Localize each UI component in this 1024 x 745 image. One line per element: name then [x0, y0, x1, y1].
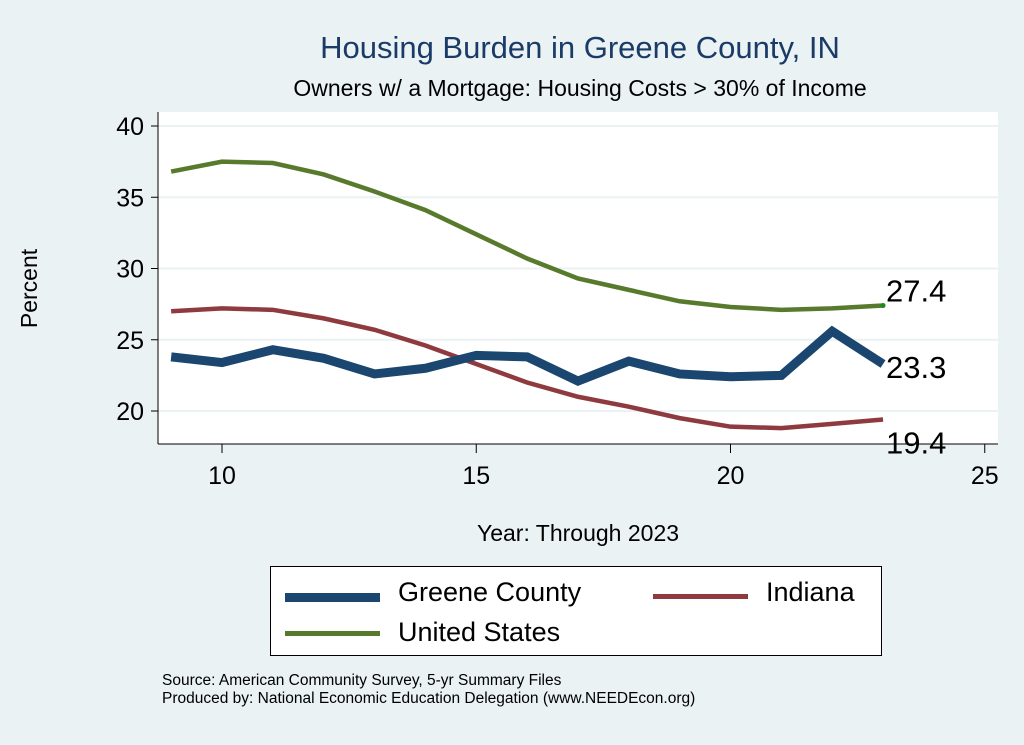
legend-label-indiana: Indiana — [766, 577, 855, 607]
legend-label-us: United States — [398, 617, 561, 647]
series-line-indiana — [171, 306, 884, 431]
end-label: 23.3 — [886, 350, 946, 385]
legend-swatch-indiana — [653, 594, 748, 599]
legend: Greene County Indiana United States — [270, 566, 882, 656]
y-tick-label: 40 — [116, 113, 144, 141]
x-tick-label: 15 — [462, 462, 490, 490]
y-tick-label: 35 — [116, 184, 144, 212]
source-note: Source: American Community Survey, 5-yr … — [162, 672, 695, 708]
chart-subtitle: Owners w/ a Mortgage: Housing Costs > 30… — [293, 75, 867, 101]
y-axis-label: Percent — [16, 248, 43, 329]
end-label: 19.4 — [886, 426, 946, 461]
legend-swatch-greene — [285, 593, 380, 602]
series-line-greene-county — [170, 325, 886, 386]
source-line: Source: American Community Survey, 5-yr … — [162, 672, 562, 689]
y-tick-label: 20 — [116, 398, 144, 426]
x-tick-label: 10 — [208, 462, 236, 490]
y-tick-label: 30 — [116, 256, 144, 284]
end-label: 27.4 — [886, 274, 946, 309]
producer-line: Produced by: National Economic Education… — [162, 690, 696, 707]
y-tick-label: 25 — [116, 327, 144, 355]
legend-swatch-us — [285, 631, 380, 636]
x-axis-label: Year: Through 2023 — [476, 520, 680, 546]
x-tick-label: 25 — [971, 462, 999, 490]
legend-label-greene: Greene County — [398, 577, 582, 607]
series-line-united-states — [170, 159, 884, 313]
chart-title: Housing Burden in Greene County, IN — [320, 30, 840, 65]
x-tick-label: 20 — [717, 462, 745, 490]
end-marker — [880, 303, 886, 309]
